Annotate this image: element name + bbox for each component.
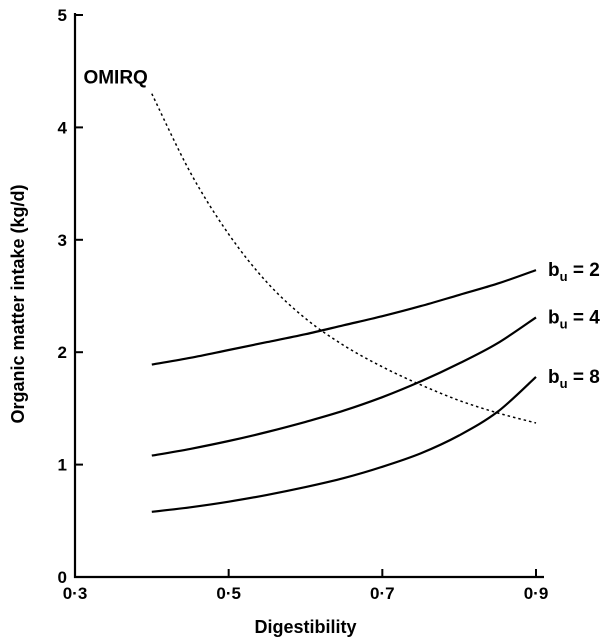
series-line-1 — [152, 317, 536, 455]
y-axis-title: Organic matter intake (kg/d) — [8, 184, 28, 423]
series-label-1: bu = 4 — [548, 307, 600, 331]
series-line-3 — [152, 94, 536, 423]
y-tick-label-1: 1 — [58, 456, 67, 475]
series-label-0: bu = 2 — [548, 260, 600, 284]
y-tick-label-3: 3 — [58, 231, 67, 250]
y-tick-label-5: 5 — [58, 6, 67, 25]
x-axis-title: Digestibility — [254, 617, 356, 637]
series-label-2: bu = 8 — [548, 367, 600, 391]
series-group: bu = 2 bu = 4 bu = 8 OMIRQ — [83, 68, 600, 512]
series-line-0 — [152, 270, 536, 365]
series-label-3: OMIRQ — [83, 68, 147, 89]
x-tick-label-1: 0·5 — [216, 584, 241, 603]
x-tick-label-2: 0·7 — [370, 584, 395, 603]
x-tick-label-0: 0·3 — [63, 584, 88, 603]
x-ticks: 0·3 0·5 0·7 0·9 — [63, 569, 549, 603]
axes — [74, 13, 544, 578]
x-tick-label-3: 0·9 — [524, 584, 549, 603]
y-tick-label-4: 4 — [58, 118, 68, 137]
y-tick-label-2: 2 — [58, 343, 67, 362]
